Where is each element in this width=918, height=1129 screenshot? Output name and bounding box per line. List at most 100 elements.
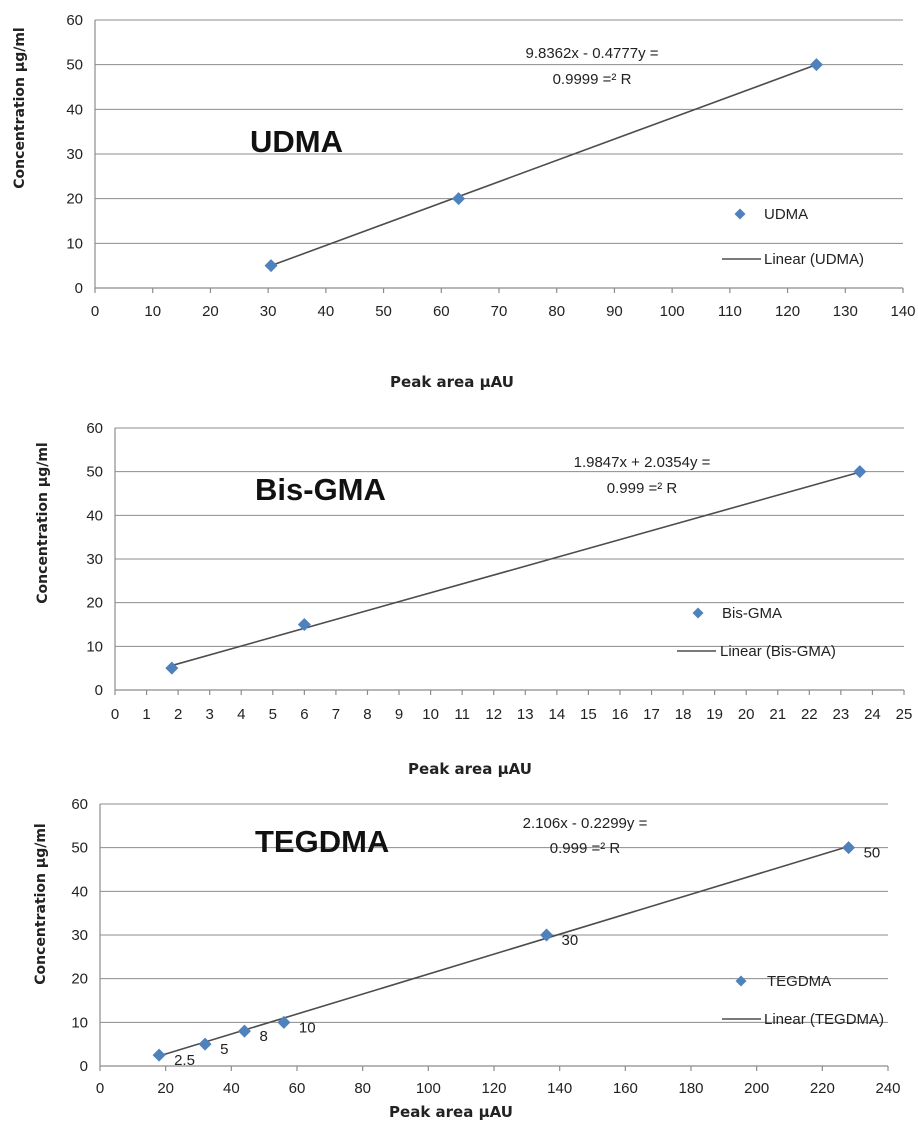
legend-series-label: Bis-GMA xyxy=(722,605,782,622)
x-tick-label: 19 xyxy=(706,706,723,723)
x-tick-label: 40 xyxy=(223,1080,240,1097)
y-tick-label: 20 xyxy=(66,191,83,208)
x-tick-label: 40 xyxy=(318,303,335,320)
y-axis-label: Concentration µg/ml xyxy=(12,27,28,188)
x-tick-label: 22 xyxy=(801,706,818,723)
x-tick-label: 90 xyxy=(606,303,623,320)
y-tick-label: 30 xyxy=(86,551,103,568)
x-tick-label: 7 xyxy=(332,706,340,723)
chart-2: 0 10 20 30 40 50 60 0 20 40 60 80 100 120 140 160 180 200… xyxy=(33,796,901,1121)
y-tick-label: 60 xyxy=(71,796,88,813)
x-tick-label: 10 xyxy=(422,706,439,723)
legend-trendline-label: Linear (TEGDMA) xyxy=(764,1011,884,1028)
legend: TEGDMA Linear (TEGDMA) xyxy=(722,973,884,1028)
x-axis-label: Peak area μAU xyxy=(408,760,532,778)
x-tick-label: 120 xyxy=(481,1080,506,1097)
x-tick-label: 180 xyxy=(678,1080,703,1097)
legend-trendline-label: Linear (Bis-GMA) xyxy=(720,643,836,660)
y-tick-label: 50 xyxy=(66,57,83,74)
x-tick-label: 17 xyxy=(643,706,660,723)
y-tick-label: 50 xyxy=(71,840,88,857)
trendline xyxy=(171,471,861,667)
y-tick-label: 20 xyxy=(71,971,88,988)
data-point xyxy=(237,1024,251,1038)
x-tick-label: 6 xyxy=(300,706,308,723)
x-tick-label: 9 xyxy=(395,706,403,723)
data-label: 8 xyxy=(259,1028,267,1045)
y-axis-label: Concentration µg/ml xyxy=(33,823,49,984)
x-tick-label: 70 xyxy=(491,303,508,320)
data-point xyxy=(842,841,856,855)
x-tick-label: 16 xyxy=(612,706,629,723)
x-tick-label: 20 xyxy=(202,303,219,320)
x-tick-label: 8 xyxy=(363,706,371,723)
chart-title: Bis-GMA xyxy=(255,472,386,507)
x-tick-label: 24 xyxy=(864,706,881,723)
x-tick-label: 50 xyxy=(375,303,392,320)
trendline-equation: 0.999 =² R xyxy=(607,480,678,497)
data-point xyxy=(809,58,823,72)
data-label: 10 xyxy=(299,1019,316,1036)
legend: Bis-GMA Linear (Bis-GMA) xyxy=(677,605,836,660)
x-tick-label: 60 xyxy=(433,303,450,320)
x-tick-label: 100 xyxy=(416,1080,441,1097)
trendline xyxy=(270,63,817,267)
legend-trendline-label: Linear (UDMA) xyxy=(764,251,864,268)
x-tick-label: 5 xyxy=(269,706,277,723)
y-axis-label: Concentration µg/ml xyxy=(35,442,51,603)
x-axis-label: Peak area μAU xyxy=(390,373,514,391)
x-tick-label: 200 xyxy=(744,1080,769,1097)
legend-marker xyxy=(734,208,746,220)
x-tick-label: 0 xyxy=(111,706,119,723)
x-tick-label: 23 xyxy=(833,706,850,723)
x-tick-label: 80 xyxy=(548,303,565,320)
x-tick-label: 140 xyxy=(547,1080,572,1097)
trendline-equation: 0.999 =² R xyxy=(550,840,621,857)
x-tick-label: 80 xyxy=(354,1080,371,1097)
legend: UDMA Linear (UDMA) xyxy=(722,206,864,268)
y-tick-label: 30 xyxy=(71,927,88,944)
data-point xyxy=(540,928,554,942)
x-tick-label: 3 xyxy=(206,706,214,723)
x-tick-label: 2 xyxy=(174,706,182,723)
y-tick-label: 40 xyxy=(86,507,103,524)
data-point xyxy=(198,1037,212,1051)
x-tick-label: 1 xyxy=(142,706,150,723)
data-point xyxy=(277,1015,291,1029)
data-point xyxy=(853,465,867,479)
x-tick-label: 30 xyxy=(260,303,277,320)
x-axis-label: Peak area μAU xyxy=(389,1103,513,1121)
y-tick-label: 30 xyxy=(66,146,83,163)
trendline-equation: 9.8362x - 0.4777y = xyxy=(525,45,658,62)
x-tick-label: 0 xyxy=(91,303,99,320)
legend-series-label: TEGDMA xyxy=(767,973,831,990)
data-point xyxy=(264,259,278,273)
legend-marker xyxy=(692,607,704,619)
y-tick-label: 0 xyxy=(80,1058,88,1075)
y-tick-label: 40 xyxy=(66,101,83,118)
x-tick-label: 14 xyxy=(548,706,565,723)
data-label: 2.5 xyxy=(174,1052,195,1069)
data-point xyxy=(452,192,466,206)
data-point xyxy=(297,618,311,631)
x-tick-label: 20 xyxy=(738,706,755,723)
y-tick-label: 50 xyxy=(86,464,103,481)
data-label: 50 xyxy=(864,845,881,862)
x-tick-label: 11 xyxy=(454,706,470,723)
x-tick-label: 220 xyxy=(810,1080,835,1097)
data-point xyxy=(165,661,179,675)
chart-0: 0 10 20 30 40 50 60 0 10 20 30 40 50 60 70 80 90 100 110 12… xyxy=(12,12,916,391)
y-tick-label: 0 xyxy=(95,682,103,699)
x-tick-label: 60 xyxy=(289,1080,306,1097)
x-tick-label: 110 xyxy=(718,303,742,320)
trendline-equation: 1.9847x + 2.0354y = xyxy=(574,454,711,471)
x-tick-label: 130 xyxy=(833,303,858,320)
y-tick-label: 0 xyxy=(75,280,83,297)
x-tick-label: 0 xyxy=(96,1080,104,1097)
trendline-equation: 0.9999 =² R xyxy=(553,71,632,88)
y-tick-label: 60 xyxy=(66,12,83,29)
x-tick-label: 13 xyxy=(517,706,534,723)
x-tick-label: 15 xyxy=(580,706,597,723)
